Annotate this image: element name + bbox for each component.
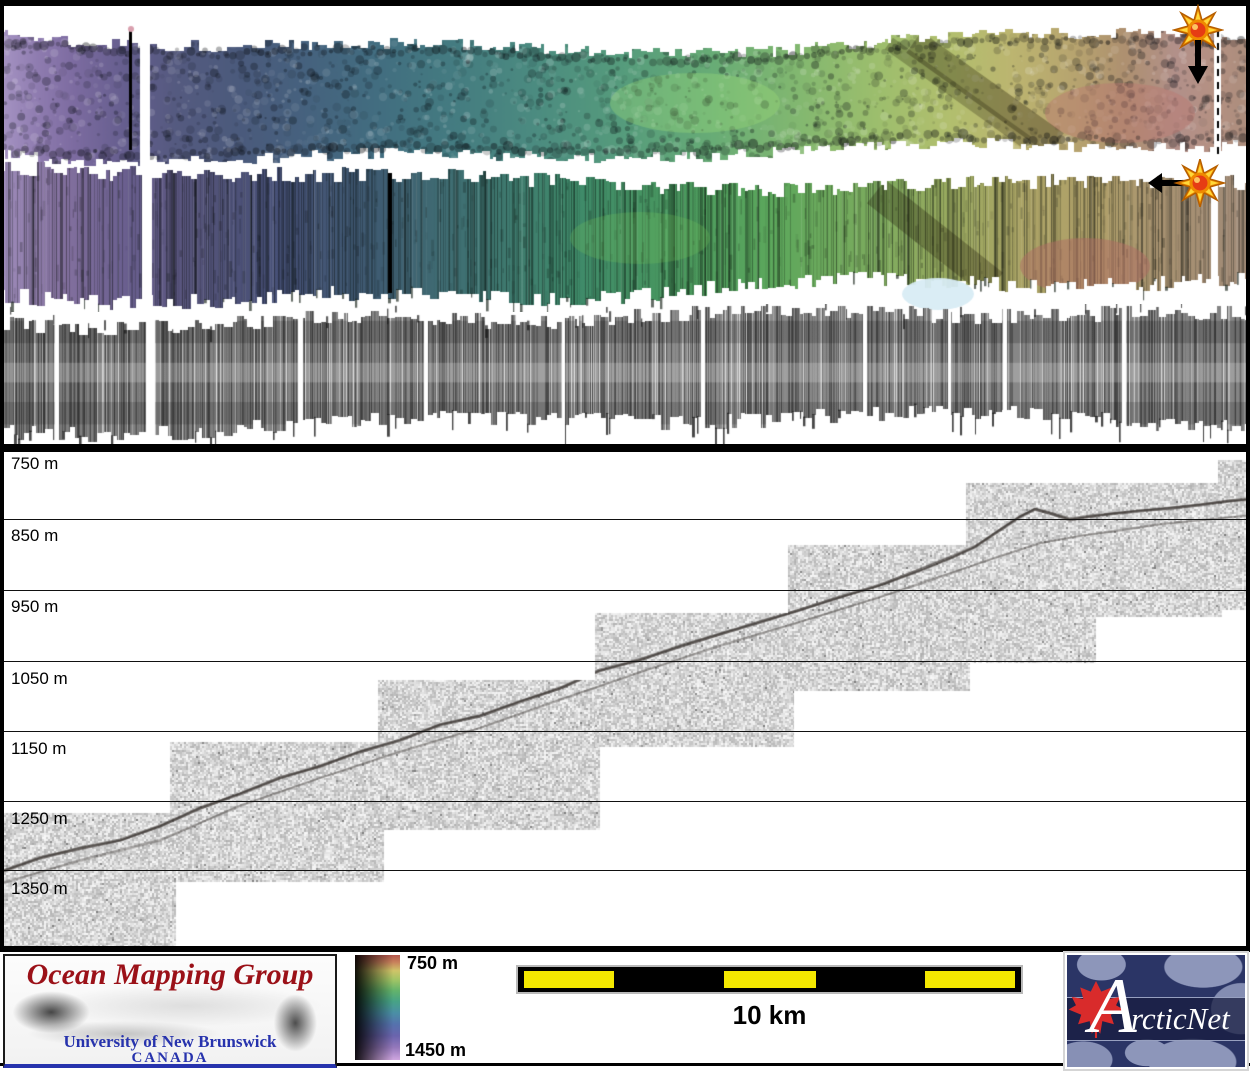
depth-tick-label: 950 m [11,597,59,616]
depth-gridline-1350 [4,870,1246,871]
sun-core [1187,19,1209,41]
scale-bar-segment [524,971,614,988]
figure-frame-left [0,0,4,446]
colorbar-bottom-label: 1450 m [405,1040,467,1060]
depth-tick-label: 1050 m [11,669,68,688]
depth-gridline-1250 [4,801,1246,802]
depth-colorbar [355,955,400,1060]
sun-core [1189,172,1211,194]
depth-tick-label: 850 m [11,526,59,545]
omg-country: CANADA [131,1050,209,1066]
depth-tick-label: 750 m [11,454,59,473]
scale-bar-segment [724,971,816,988]
profile-plot-area: 750 m 850 m 950 m 1050 m 1150 m 1250 m 1… [4,452,1246,946]
omg-title: Ocean Mapping Group [26,958,314,991]
colorbar-top-label: 750 m [407,953,459,973]
scale-bar-label: 10 km [732,1000,807,1030]
maple-leaf-icon [1068,981,1124,1038]
depth-tick-label: 1250 m [11,809,68,828]
depth-gridline-1150 [4,731,1246,732]
figure-frame-top [0,0,1250,6]
colorbar-shading-overlay [355,955,400,1060]
shaded-relief-swath-image [0,158,1250,312]
arcticnet-logo: A rcticNet [1063,951,1249,1071]
depth-gridline-850 [4,519,1246,520]
sun-highlight [1194,177,1200,183]
left-arrow-head [1148,173,1162,193]
depth-gridline-1050 [4,661,1246,662]
figure-frame-right [1246,0,1250,446]
sun-down-arrow-icon [1172,4,1224,84]
maple-leaf-stem [1094,1026,1098,1038]
subbottom-profile-panel: 750 m 850 m 950 m 1050 m 1150 m 1250 m 1… [0,444,1250,952]
backscatter-swath-image [0,304,1250,444]
arcticnet-wordmark: rcticNet [1131,1001,1230,1036]
maple-leaf-shape [1068,981,1124,1034]
subbottom-profile-image [4,452,1246,946]
depth-tick-label: 1150 m [11,739,67,758]
down-arrow-shaft [1195,40,1201,68]
omg-university: University of New Brunswick [63,1032,277,1051]
down-arrow-head [1188,66,1208,84]
bathymetry-swath-image [0,8,1250,168]
arcticnet-initial: A [1089,962,1137,1049]
depth-tick-label: 1350 m [11,879,68,898]
sun-highlight [1192,24,1198,30]
depth-gridline-950 [4,590,1246,591]
sun-left-arrow-icon [1148,159,1226,207]
ocean-mapping-group-logo: Ocean Mapping Group University of New Br… [3,954,337,1068]
map-scale-bar [516,965,1023,994]
scale-bar-segment [925,971,1015,988]
footer-rule [0,1063,1250,1066]
